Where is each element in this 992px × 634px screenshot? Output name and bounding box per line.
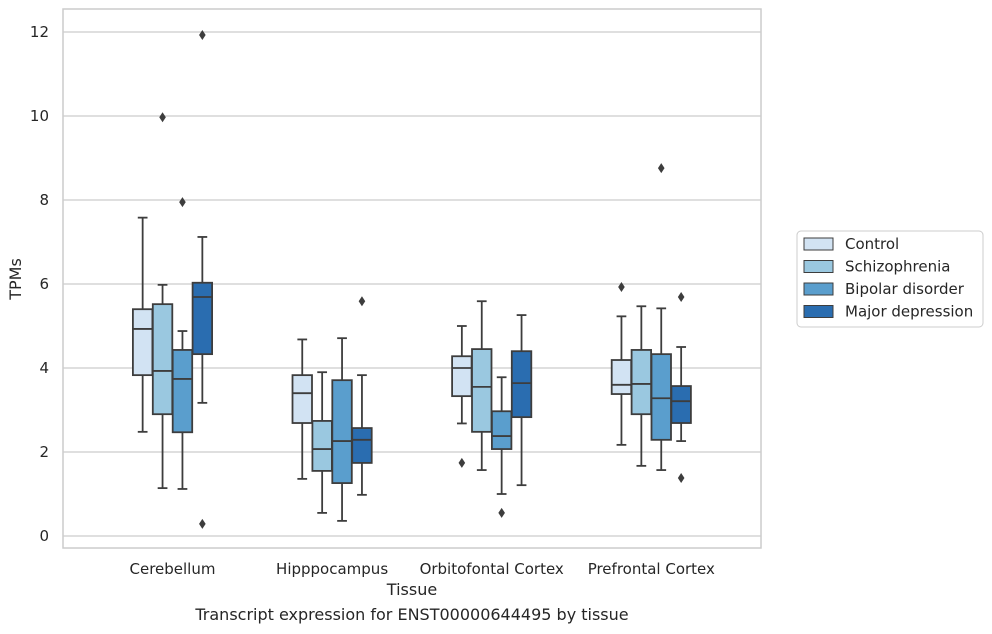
box-0-3	[610, 281, 633, 446]
y-tick-label-4: 4	[39, 359, 49, 377]
box-3-1-outlier-0	[358, 296, 366, 307]
box-3-3	[670, 292, 692, 484]
box-3-0-outlier-1	[199, 518, 206, 529]
x-tick-label-2: Orbitofontal Cortex	[420, 560, 564, 578]
y-tick-label-10: 10	[30, 107, 49, 125]
box-3-1	[351, 296, 373, 496]
box-3-0-iqr	[191, 281, 214, 356]
box-2-3-iqr	[650, 353, 672, 441]
box-2-0	[171, 197, 194, 490]
box-0-0-iqr	[131, 308, 154, 377]
box-1-3-iqr	[630, 349, 652, 416]
x-tick-label-0: Cerebellum	[130, 560, 216, 578]
box-3-2	[510, 314, 533, 487]
legend-swatch-1	[803, 260, 834, 273]
legend-label-1: Schizophrenia	[845, 258, 950, 276]
box-3-2-iqr	[510, 350, 533, 419]
box-0-3-outlier-0	[618, 281, 625, 292]
box-1-0-iqr	[151, 303, 174, 416]
plot-frame	[62, 8, 762, 549]
box-3-0-outlier-0	[199, 29, 206, 40]
box-3-1-iqr	[351, 427, 373, 464]
box-3-3-iqr	[670, 385, 692, 424]
box-2-2-iqr	[490, 410, 513, 450]
plot-background	[63, 9, 761, 548]
x-axis-title: Tissue	[386, 580, 437, 599]
x-tick-label-3: Prefrontal Cortex	[588, 560, 715, 578]
box-2-2	[490, 376, 513, 518]
box-2-0-outlier-0	[179, 197, 186, 208]
y-tick-label-0: 0	[39, 527, 49, 545]
legend-frame	[796, 230, 984, 328]
legend-label-2: Bipolar disorder	[845, 280, 965, 298]
figure-caption: Transcript expression for ENST0000064449…	[195, 605, 629, 624]
box-1-2	[471, 300, 493, 471]
box-2-1	[331, 337, 353, 522]
box-0-2-outlier-0	[458, 457, 466, 468]
y-tick-label-2: 2	[39, 443, 49, 461]
x-tick-label-1: Hipppocampus	[276, 560, 388, 578]
y-tick-label-12: 12	[30, 23, 49, 41]
box-2-3	[650, 163, 672, 471]
box-0-1-iqr	[291, 374, 313, 424]
y-tick-labels: 0 2 4 6 8 10 12	[30, 23, 49, 545]
box-1-2-iqr	[471, 348, 493, 433]
legend-swatch-2	[803, 282, 834, 296]
legend-label-0: Control	[845, 235, 899, 253]
box-0-2-iqr	[451, 355, 473, 398]
box-0-3-iqr	[610, 359, 633, 395]
legend-swatch-3	[803, 305, 834, 318]
box-0-2	[451, 325, 473, 468]
x-tick-labels: Cerebellum Hipppocampus Orbitofontal Corte…	[130, 560, 716, 578]
box-3-0	[191, 29, 214, 529]
box-0-1	[291, 338, 313, 480]
y-tick-label-8: 8	[39, 191, 49, 209]
y-tick-label-6: 6	[39, 275, 49, 293]
y-axis-title: TPMs	[6, 258, 25, 301]
box-1-1-iqr	[311, 420, 333, 472]
box-2-2-outlier-0	[498, 507, 505, 518]
box-2-3-outlier-0	[657, 163, 665, 174]
box-2-1-iqr	[331, 379, 353, 484]
box-3-3-outlier-1	[677, 292, 685, 303]
legend-label-3: Major depression	[845, 303, 973, 321]
boxplot-chart: 0 2 4 6 8 10 12 Cerebellum Hipppocampus Orbitofo…	[6, 8, 984, 599]
box-2-0-iqr	[171, 349, 194, 434]
box-1-0-outlier-0	[159, 112, 166, 123]
legend-swatch-0	[803, 237, 834, 251]
boxes-layer	[131, 29, 692, 529]
box-3-3-outlier-0	[677, 473, 685, 484]
legend: Control Schizophrenia Bipolar disorder Majo…	[796, 230, 984, 328]
